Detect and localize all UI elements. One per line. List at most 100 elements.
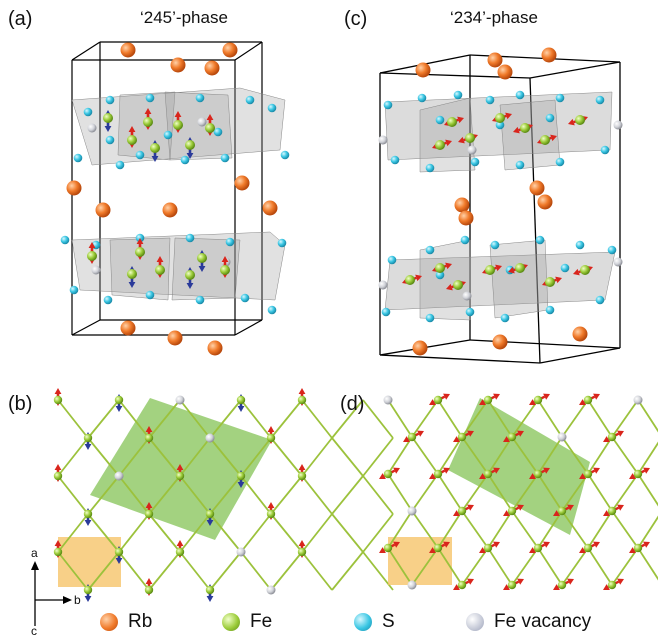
fe-legend-swatch bbox=[222, 613, 240, 631]
spin-arrow-head bbox=[517, 430, 524, 437]
s-atom bbox=[73, 153, 83, 163]
spin-arrow-head bbox=[84, 444, 92, 450]
fe-fe-bond bbox=[118, 475, 150, 515]
spin-arrow-head bbox=[54, 464, 62, 470]
fe-atom bbox=[383, 543, 393, 553]
fe-fe-bond bbox=[487, 510, 513, 549]
fe-atom bbox=[507, 432, 517, 442]
unit-cell-edge bbox=[71, 319, 101, 336]
fe-atom bbox=[53, 471, 63, 481]
fe-atom bbox=[297, 395, 307, 405]
panel-d-fe-plane bbox=[379, 393, 658, 591]
fe-fe-bond bbox=[437, 547, 463, 586]
spin-arrow-head bbox=[84, 520, 92, 526]
spin-arrow-head bbox=[145, 502, 153, 508]
unit-cell-edge bbox=[539, 347, 621, 364]
fe-atom bbox=[83, 509, 93, 519]
fe-fe-bond bbox=[148, 475, 181, 515]
fe-vacancy bbox=[383, 395, 393, 405]
fe-vacancy bbox=[197, 117, 207, 127]
fe-fe-bond bbox=[118, 551, 150, 591]
spin-arrow-head bbox=[553, 584, 560, 591]
rb-atom bbox=[167, 330, 183, 346]
spin-arrow-head bbox=[479, 473, 486, 480]
fe-atom bbox=[447, 117, 457, 127]
fe-atom bbox=[433, 395, 443, 405]
spin-arrow-head bbox=[298, 464, 306, 470]
fe-fe-bond bbox=[537, 547, 563, 586]
fe-fe-bond bbox=[511, 399, 539, 438]
fe-atom bbox=[135, 247, 145, 257]
fe-fe-bond bbox=[537, 436, 563, 475]
spin-arrow-head bbox=[128, 282, 136, 288]
fe-fe-bond bbox=[561, 473, 589, 512]
spin-arrow-head bbox=[429, 399, 436, 406]
fe-atom bbox=[433, 543, 443, 553]
fe-fe-bond bbox=[637, 547, 658, 581]
spin-arrow-head bbox=[593, 541, 600, 548]
rb-atom bbox=[487, 52, 503, 68]
fe-atom bbox=[144, 585, 154, 595]
fe-fe-bond bbox=[561, 510, 589, 549]
legend-item-fe-vacancy: Fe vacancy bbox=[466, 610, 591, 634]
s-atom bbox=[69, 285, 79, 295]
fe-atom bbox=[297, 547, 307, 557]
fe-vacancy bbox=[236, 547, 246, 557]
spin-arrow-head bbox=[617, 504, 624, 511]
rb-atom bbox=[262, 200, 278, 216]
rb-atom bbox=[415, 62, 431, 78]
fe-fe-bond bbox=[387, 473, 413, 512]
rb-atom bbox=[529, 180, 545, 196]
fe-fe-bond bbox=[57, 399, 89, 439]
s-atom bbox=[390, 155, 400, 165]
spin-arrow-head bbox=[429, 473, 436, 480]
spin-arrow-head bbox=[603, 584, 610, 591]
fe-fe-bond bbox=[179, 399, 211, 439]
fe-atom bbox=[520, 123, 530, 133]
s-atom bbox=[435, 270, 445, 280]
fe-fe-bond bbox=[561, 399, 589, 438]
spin-arrow-head bbox=[198, 266, 206, 272]
spin-arrow-head bbox=[403, 436, 410, 443]
fe-atom bbox=[435, 263, 445, 273]
rb-atom bbox=[492, 334, 508, 350]
fe-fe-bond bbox=[411, 547, 439, 586]
rb-atom bbox=[537, 194, 553, 210]
fe-fe-bond bbox=[57, 437, 89, 477]
s-atom bbox=[555, 157, 565, 167]
s-atom bbox=[495, 120, 505, 130]
fe-fe-bond bbox=[587, 436, 613, 475]
s-atom bbox=[545, 113, 555, 123]
rb-atom bbox=[207, 340, 223, 356]
fe-fe-bond bbox=[561, 547, 589, 586]
spin-arrow-head bbox=[458, 136, 465, 144]
spin-arrow-head bbox=[156, 256, 164, 262]
fe-atom bbox=[150, 143, 160, 153]
fe-fe-bond bbox=[148, 551, 181, 591]
fe-fe-bond bbox=[118, 513, 150, 553]
fe-fe-bond bbox=[331, 399, 364, 439]
fe-atom bbox=[533, 469, 543, 479]
panel-b-label: (b) bbox=[8, 393, 33, 415]
rb-atom bbox=[162, 202, 178, 218]
spin-arrow-head bbox=[298, 388, 306, 394]
rb-atom bbox=[120, 320, 136, 336]
fe-fe-bond bbox=[487, 547, 513, 586]
spin-arrow-head bbox=[267, 426, 275, 432]
rb-atom bbox=[412, 340, 428, 356]
spin-arrow-head bbox=[443, 393, 450, 400]
fe-atom bbox=[507, 506, 517, 516]
fe-fe-bond bbox=[437, 436, 463, 475]
spin-arrow-head bbox=[446, 283, 453, 291]
spin-arrow-head bbox=[453, 436, 460, 443]
s-atom bbox=[195, 295, 205, 305]
fe-atom bbox=[144, 509, 154, 519]
fe-atom bbox=[205, 509, 215, 519]
fe-atom bbox=[383, 469, 393, 479]
fe-vacancy bbox=[407, 580, 417, 590]
fe-atom bbox=[607, 506, 617, 516]
spin-arrow-head bbox=[115, 406, 123, 412]
fe-atom bbox=[540, 135, 550, 145]
fe-fe-bond bbox=[411, 436, 439, 475]
fe-fe-bond bbox=[611, 473, 639, 512]
